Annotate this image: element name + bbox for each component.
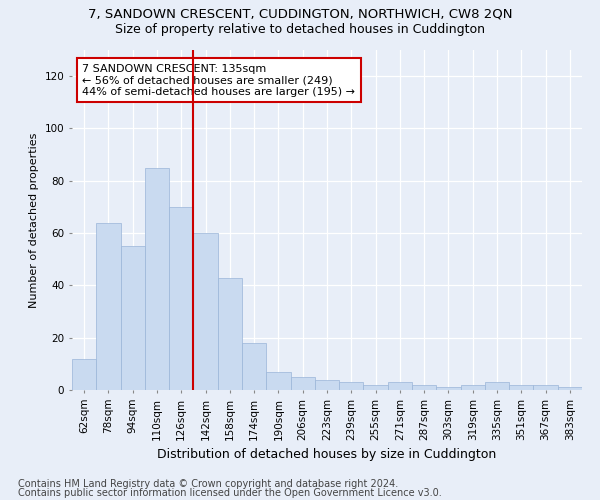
- X-axis label: Distribution of detached houses by size in Cuddington: Distribution of detached houses by size …: [157, 448, 497, 461]
- Bar: [412, 385, 436, 390]
- Text: 7, SANDOWN CRESCENT, CUDDINGTON, NORTHWICH, CW8 2QN: 7, SANDOWN CRESCENT, CUDDINGTON, NORTHWI…: [88, 8, 512, 20]
- Bar: [121, 246, 145, 390]
- Bar: [461, 385, 485, 390]
- Bar: [145, 168, 169, 390]
- Text: Contains public sector information licensed under the Open Government Licence v3: Contains public sector information licen…: [18, 488, 442, 498]
- Bar: [485, 382, 509, 390]
- Bar: [193, 233, 218, 390]
- Bar: [218, 278, 242, 390]
- Bar: [558, 388, 582, 390]
- Bar: [436, 388, 461, 390]
- Bar: [339, 382, 364, 390]
- Y-axis label: Number of detached properties: Number of detached properties: [29, 132, 39, 308]
- Bar: [315, 380, 339, 390]
- Text: Contains HM Land Registry data © Crown copyright and database right 2024.: Contains HM Land Registry data © Crown c…: [18, 479, 398, 489]
- Bar: [533, 385, 558, 390]
- Bar: [266, 372, 290, 390]
- Bar: [364, 385, 388, 390]
- Bar: [242, 343, 266, 390]
- Text: 7 SANDOWN CRESCENT: 135sqm
← 56% of detached houses are smaller (249)
44% of sem: 7 SANDOWN CRESCENT: 135sqm ← 56% of deta…: [82, 64, 355, 97]
- Bar: [290, 377, 315, 390]
- Bar: [169, 207, 193, 390]
- Bar: [509, 385, 533, 390]
- Text: Size of property relative to detached houses in Cuddington: Size of property relative to detached ho…: [115, 22, 485, 36]
- Bar: [388, 382, 412, 390]
- Bar: [72, 358, 96, 390]
- Bar: [96, 222, 121, 390]
